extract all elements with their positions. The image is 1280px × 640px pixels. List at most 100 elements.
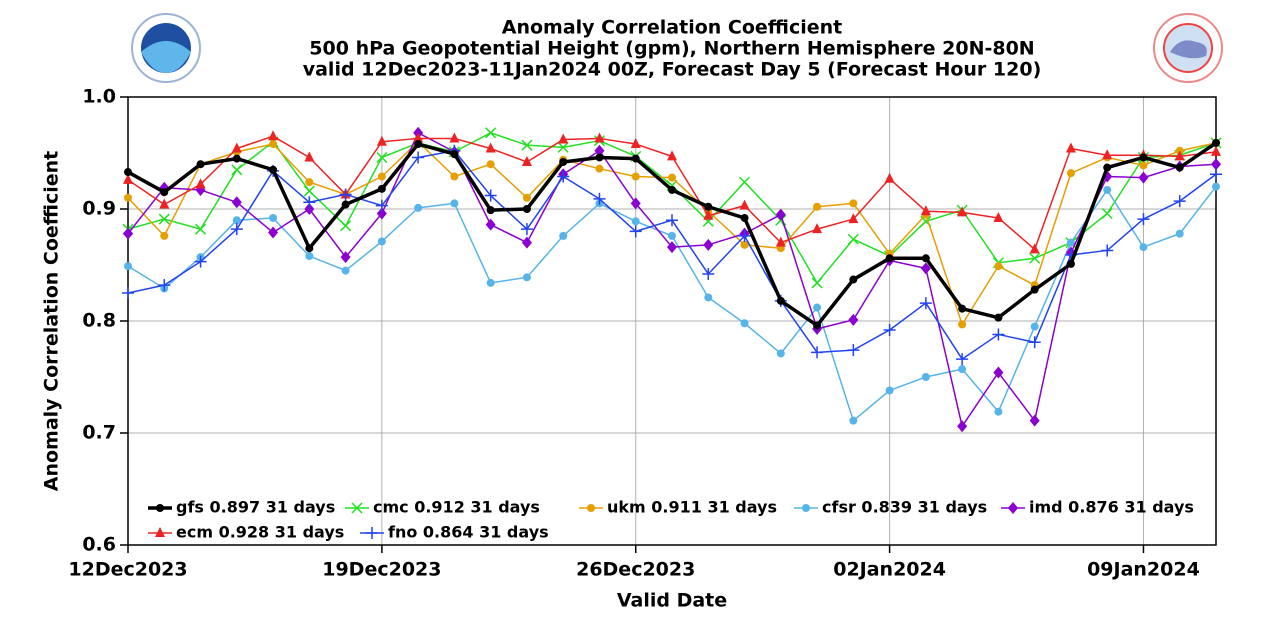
- x-axis-label: Valid Date: [617, 590, 727, 612]
- point: [994, 262, 1003, 271]
- series: [123, 130, 1221, 254]
- y-tick-label: 0.7: [82, 422, 116, 444]
- point: [414, 140, 423, 149]
- point: [994, 407, 1003, 416]
- point: [376, 151, 388, 164]
- point: [340, 251, 351, 264]
- legend-marker: [366, 527, 378, 539]
- point: [1028, 336, 1041, 349]
- point: [921, 373, 930, 381]
- point: [450, 172, 459, 181]
- point: [740, 240, 749, 249]
- point: [230, 223, 243, 236]
- point: [195, 178, 206, 189]
- point: [668, 173, 676, 182]
- legend-label: cfsr 0.839 31 days: [822, 498, 987, 517]
- x-tick-label: 09Jan2024: [1087, 559, 1200, 581]
- chart-subtitle: valid 12Dec2023-11Jan2024 00Z, Forecast …: [303, 59, 1042, 81]
- point: [775, 208, 786, 221]
- point: [993, 211, 1004, 222]
- point: [594, 132, 605, 143]
- point: [739, 176, 751, 188]
- point: [811, 277, 823, 289]
- point: [1210, 168, 1222, 181]
- point: [848, 213, 859, 224]
- series: [123, 126, 1221, 433]
- point: [231, 196, 242, 209]
- legend-item: imd 0.876 31 days: [1001, 498, 1194, 517]
- point: [557, 141, 569, 153]
- point: [993, 366, 1004, 379]
- point: [449, 132, 460, 143]
- point: [160, 231, 169, 240]
- point: [123, 227, 133, 240]
- point: [521, 139, 533, 151]
- point: [704, 202, 713, 211]
- point: [992, 328, 1005, 341]
- chart-subtitle: 500 hPa Geopotential Height (gpm), North…: [309, 38, 1034, 60]
- point: [195, 223, 207, 235]
- point: [1030, 285, 1039, 294]
- point: [813, 303, 822, 312]
- point: [630, 197, 641, 210]
- point: [303, 185, 315, 197]
- point: [305, 178, 314, 187]
- point: [595, 153, 604, 162]
- point: [124, 193, 132, 202]
- point: [413, 132, 424, 143]
- chart-title: Anomaly Correlation Coefficient: [502, 17, 843, 39]
- point: [1029, 414, 1040, 427]
- point: [1139, 161, 1148, 170]
- point: [666, 214, 678, 227]
- legend-marker: [156, 504, 164, 512]
- point: [1137, 213, 1150, 226]
- point: [377, 184, 386, 193]
- legend-marker: [587, 504, 595, 512]
- point: [849, 199, 858, 208]
- point: [1103, 163, 1112, 172]
- x-tick-label: 12Dec2023: [68, 559, 187, 581]
- point: [375, 199, 388, 212]
- point: [702, 267, 715, 280]
- legend-label: fno 0.864 31 days: [388, 523, 549, 542]
- point: [958, 365, 967, 374]
- point: [883, 323, 896, 336]
- point: [304, 151, 315, 162]
- point: [631, 172, 640, 181]
- plot-frame: [127, 96, 1217, 546]
- legend-label: ukm 0.911 31 days: [607, 498, 777, 517]
- point: [594, 144, 605, 157]
- point: [994, 313, 1003, 322]
- point: [631, 154, 640, 163]
- point: [668, 231, 676, 240]
- point: [630, 138, 641, 149]
- point: [305, 252, 314, 261]
- point: [703, 238, 714, 251]
- point: [847, 233, 859, 245]
- point: [920, 262, 931, 275]
- point: [558, 133, 569, 144]
- point: [304, 203, 315, 215]
- point: [1066, 259, 1075, 268]
- point: [124, 168, 132, 177]
- point: [1029, 252, 1041, 264]
- point: [704, 293, 713, 302]
- point: [958, 320, 967, 329]
- point: [775, 236, 786, 247]
- point: [485, 127, 497, 139]
- point: [123, 173, 133, 184]
- point: [559, 231, 568, 240]
- point: [813, 321, 822, 330]
- point: [303, 196, 316, 209]
- point: [958, 304, 967, 313]
- point: [450, 150, 459, 159]
- point: [738, 229, 751, 242]
- point: [668, 185, 676, 194]
- series: [124, 182, 1220, 425]
- y-tick-label: 0.8: [82, 310, 116, 332]
- point: [885, 386, 894, 395]
- point: [232, 216, 241, 225]
- point: [268, 130, 279, 141]
- point: [1139, 153, 1148, 162]
